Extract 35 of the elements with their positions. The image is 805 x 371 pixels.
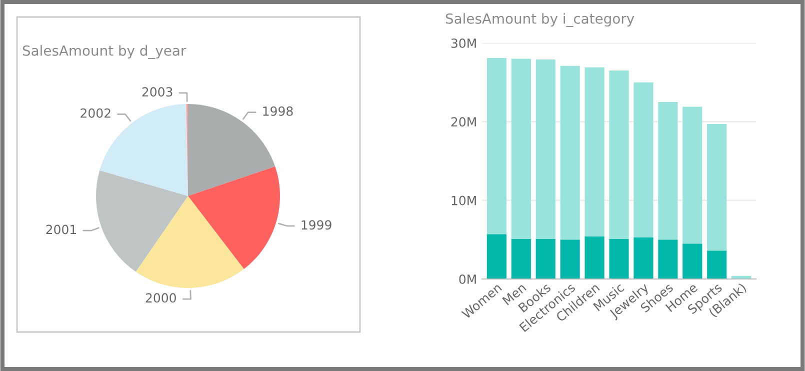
pie-slice: [136, 196, 244, 288]
slice-label: 2000: [146, 293, 176, 303]
bar: [584, 67, 604, 237]
pie-slice: [188, 166, 280, 270]
bar: [560, 66, 580, 240]
y-tick-label: 30M: [451, 38, 476, 48]
pie-slice: [96, 170, 188, 272]
slice-label: 2001: [46, 224, 76, 234]
bar: [707, 250, 727, 279]
slice-label: 2002: [80, 108, 110, 118]
bar: [609, 238, 629, 279]
bar: [707, 124, 727, 251]
bar: [609, 70, 629, 239]
slice-label: 1999: [302, 220, 332, 230]
bar: [486, 58, 506, 234]
bar: [584, 236, 604, 279]
slice-label: 1998: [263, 106, 293, 116]
bar: [634, 82, 654, 238]
bar: [658, 240, 678, 279]
bar: [486, 234, 506, 279]
y-tick-label: 20M: [451, 117, 476, 127]
y-tick-label: 10M: [452, 196, 476, 206]
bar: [682, 106, 702, 244]
bar: [682, 244, 702, 279]
bar: [658, 102, 678, 240]
chart-title: SalesAmount by d_year: [22, 45, 186, 59]
bar: [511, 238, 531, 279]
chart-title: SalesAmount by i_category: [446, 13, 634, 27]
y-tick-label: 0M: [459, 274, 476, 284]
bar: [634, 237, 654, 279]
bar: [536, 238, 556, 279]
bar: [536, 60, 556, 239]
slice-label: 2003: [142, 87, 172, 97]
bar: [560, 240, 580, 279]
bar: [511, 58, 531, 239]
